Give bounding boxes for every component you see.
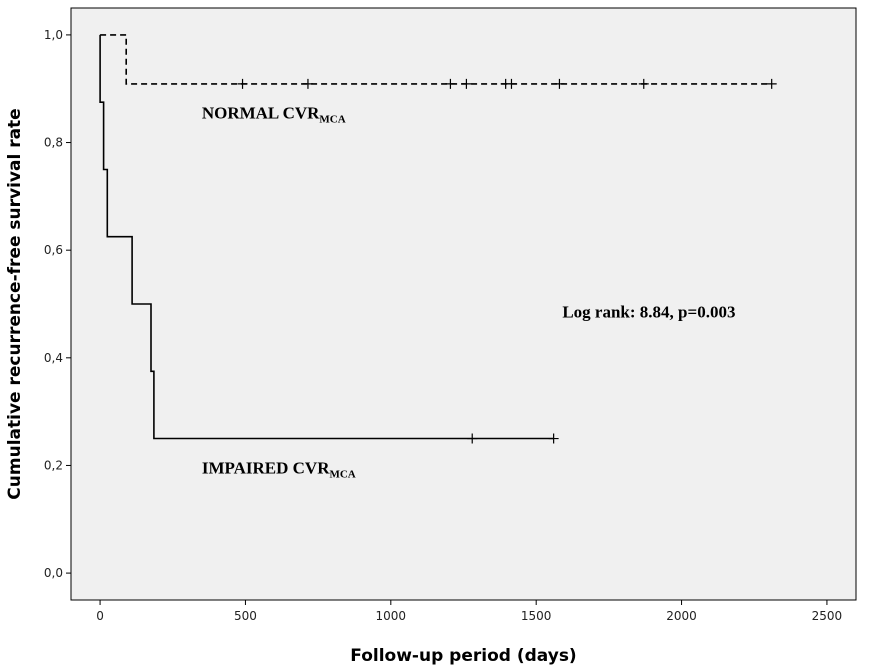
x-tick-label: 1000 bbox=[376, 609, 407, 623]
censor-mark bbox=[237, 78, 248, 89]
series-impaired bbox=[99, 34, 559, 444]
censor-mark bbox=[445, 78, 456, 89]
censor-mark bbox=[766, 78, 777, 89]
annotation-subscript: MCA bbox=[329, 469, 355, 481]
y-tick-label: 0,8 bbox=[44, 136, 63, 150]
x-axis-label: Follow-up period (days) bbox=[350, 646, 576, 666]
censor-mark bbox=[506, 78, 517, 89]
series-normal bbox=[100, 34, 777, 89]
x-tick-label: 1500 bbox=[521, 609, 552, 623]
annotation-text: IMPAIRED CVR bbox=[202, 459, 330, 478]
annotation-text: Log rank: 8.84, p=0.003 bbox=[562, 302, 735, 321]
x-tick-label: 0 bbox=[96, 609, 104, 623]
censor-mark bbox=[548, 433, 559, 444]
x-tick-label: 2000 bbox=[666, 609, 697, 623]
annotation-text: NORMAL CVR bbox=[202, 103, 320, 122]
y-axis: 0,0 0,2 0,4 0,6 0,8 1,0 bbox=[44, 28, 71, 580]
annotation-subscript: MCA bbox=[319, 113, 345, 125]
annotation-logrank: Log rank: 8.84, p=0.003 bbox=[562, 302, 735, 321]
censor-mark bbox=[461, 78, 472, 89]
censor-mark bbox=[302, 78, 313, 89]
plot-area bbox=[70, 7, 857, 601]
x-tick-label: 500 bbox=[234, 609, 257, 623]
y-axis-label: Cumulative recurrence-free survival rate bbox=[5, 108, 25, 499]
y-tick-label: 0,2 bbox=[44, 458, 63, 472]
annotation-impaired: IMPAIRED CVRMCA bbox=[202, 459, 356, 481]
y-tick-label: 0,4 bbox=[44, 351, 63, 365]
censor-mark bbox=[638, 78, 649, 89]
annotation-normal: NORMAL CVRMCA bbox=[202, 103, 346, 125]
series-layer bbox=[99, 34, 777, 444]
x-axis: 0 500 1000 1500 2000 2500 bbox=[96, 600, 842, 623]
y-tick-label: 0,0 bbox=[44, 566, 63, 580]
survival-curve bbox=[100, 34, 772, 85]
censor-mark bbox=[467, 433, 478, 444]
survival-curve bbox=[99, 34, 554, 440]
x-tick-label: 2500 bbox=[812, 609, 843, 623]
y-tick-label: 0,6 bbox=[44, 243, 63, 257]
censor-mark bbox=[554, 78, 565, 89]
y-tick-label: 1,0 bbox=[44, 28, 63, 42]
